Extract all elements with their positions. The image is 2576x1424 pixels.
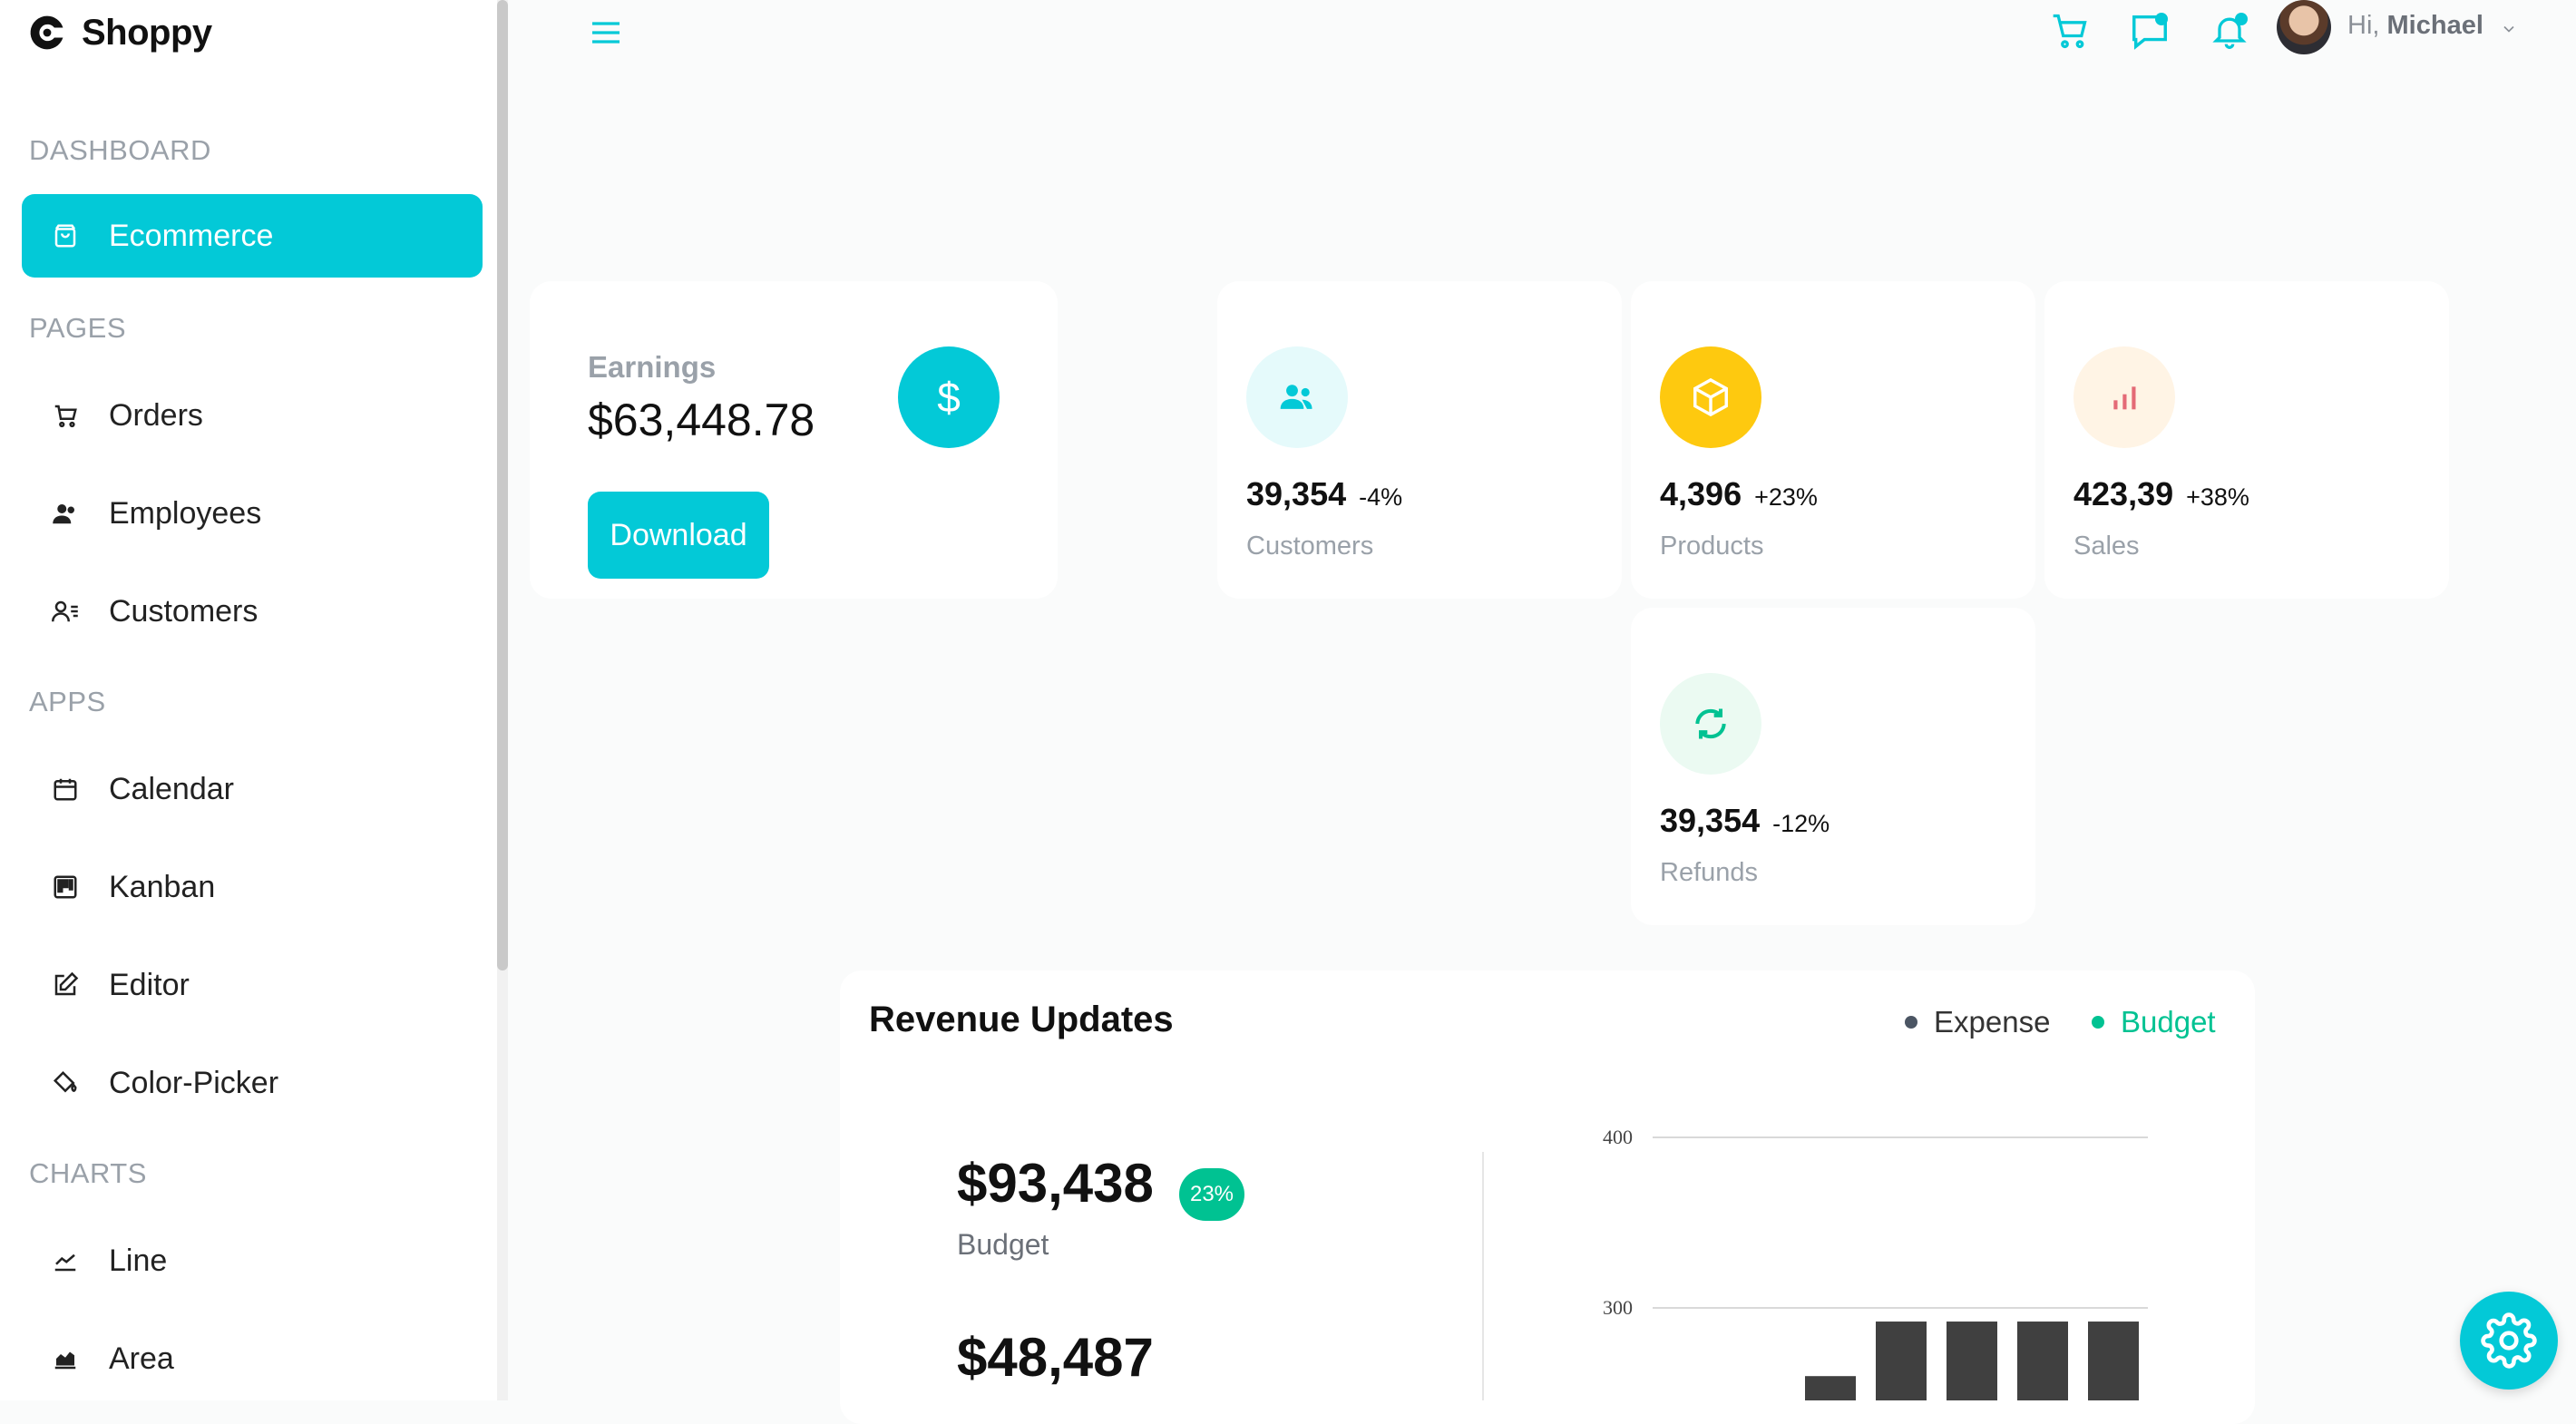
stat-amount-value: 423,39	[2073, 475, 2174, 512]
stat-label: Refunds	[1660, 858, 1759, 887]
shopping-bag-icon	[22, 222, 109, 249]
sidebar-item-label: Employees	[109, 495, 262, 531]
sidebar-scrollbar-thumb[interactable]	[497, 0, 508, 970]
stat-amount: 39,354 -4%	[1246, 475, 1402, 513]
sidebar-item-label: Ecommerce	[109, 218, 274, 253]
box-icon[interactable]	[1660, 346, 1761, 448]
divider	[1482, 1152, 1484, 1400]
expense-value: $48,487	[957, 1327, 1154, 1388]
chart-bar[interactable]	[2017, 1322, 2068, 1400]
sidebar-item-label: Calendar	[109, 771, 234, 806]
budget-label: Budget	[957, 1228, 1049, 1261]
chart-bar[interactable]	[2088, 1322, 2139, 1400]
sidebar-item-editor[interactable]: Editor	[22, 943, 483, 1027]
cart-icon	[22, 402, 109, 429]
sidebar-item-employees[interactable]: Employees	[22, 472, 483, 555]
revenue-bar-chart: 300 400	[1603, 1126, 2148, 1400]
sidebar-item-label: Editor	[109, 967, 190, 1002]
chart-bar[interactable]	[1947, 1322, 1997, 1400]
app-logo[interactable]: Shoppy	[27, 5, 212, 60]
user-name: Michael	[2386, 11, 2483, 40]
menu-toggle-button[interactable]	[588, 15, 624, 51]
sidebar-item-customers[interactable]: Customers	[22, 570, 483, 653]
stat-amount-value: 4,396	[1660, 475, 1742, 512]
customers-icon	[22, 598, 109, 625]
revenue-title: Revenue Updates	[869, 1000, 1174, 1039]
settings-button[interactable]	[2460, 1292, 2558, 1390]
sidebar-item-label: Line	[109, 1243, 168, 1278]
sidebar-item-line[interactable]: Line	[22, 1219, 483, 1302]
stat-label: Customers	[1246, 532, 1374, 561]
earnings-title: Earnings	[588, 350, 717, 384]
user-greeting[interactable]: Hi, Michael	[2347, 11, 2483, 41]
section-charts: CHARTS	[29, 1157, 147, 1189]
paint-bucket-icon	[22, 1069, 109, 1097]
employees-icon	[22, 500, 109, 527]
sidebar-item-label: Area	[109, 1341, 174, 1376]
legend-dot	[1905, 1016, 1917, 1029]
stat-amount-value: 39,354	[1246, 475, 1347, 512]
stat-amount: 39,354 -12%	[1660, 802, 1830, 840]
greeting-text: Hi,	[2347, 11, 2380, 40]
sidebar-item-calendar[interactable]: Calendar	[22, 747, 483, 831]
chat-notification-dot	[2155, 13, 2168, 25]
sidebar-item-label: Customers	[109, 593, 259, 629]
sidebar: Shoppy DASHBOARD Ecommerce PAGES Orders …	[0, 0, 497, 1400]
chart-bar[interactable]	[1805, 1376, 1856, 1400]
stat-label: Sales	[2073, 532, 2140, 561]
avatar[interactable]	[2277, 0, 2331, 54]
stat-amount-value: 39,354	[1660, 802, 1761, 839]
notification-button[interactable]	[2208, 9, 2251, 53]
stat-percentage: +38%	[2186, 483, 2249, 511]
bell-notification-dot	[2235, 13, 2248, 25]
sidebar-item-kanban[interactable]: Kanban	[22, 845, 483, 929]
cart-icon	[2053, 14, 2087, 49]
section-dashboard: DASHBOARD	[29, 134, 211, 166]
app-name: Shoppy	[82, 12, 212, 53]
chat-button[interactable]	[2128, 9, 2171, 53]
bell-icon	[2212, 17, 2247, 49]
hamburger-icon	[592, 22, 620, 44]
legend-budget: Budget	[2092, 1005, 2216, 1039]
y-tick-label: 400	[1603, 1126, 1633, 1148]
edit-icon	[22, 971, 109, 999]
customers-icon[interactable]	[1246, 346, 1348, 448]
kanban-icon	[22, 873, 109, 901]
sidebar-item-orders[interactable]: Orders	[22, 374, 483, 457]
earnings-value: $63,448.78	[588, 395, 815, 445]
sidebar-item-area[interactable]: Area	[22, 1317, 483, 1400]
stat-percentage: -4%	[1359, 483, 1403, 511]
sidebar-item-label: Kanban	[109, 869, 216, 904]
gear-icon	[2481, 1312, 2537, 1369]
dollar-icon[interactable]: $	[898, 346, 1000, 448]
sidebar-item-label: Orders	[109, 397, 203, 433]
bar-chart-icon[interactable]	[2073, 346, 2175, 448]
area-chart-icon	[22, 1345, 109, 1372]
refresh-icon[interactable]	[1660, 673, 1761, 775]
cart-button[interactable]	[2048, 9, 2092, 53]
sidebar-item-label: Color-Picker	[109, 1065, 279, 1100]
stat-label: Products	[1660, 532, 1764, 561]
legend-dot	[2092, 1016, 2104, 1029]
stat-percentage: +23%	[1754, 483, 1818, 511]
y-tick-label: 300	[1603, 1296, 1633, 1319]
chart-bar[interactable]	[1876, 1322, 1927, 1400]
stat-percentage: -12%	[1772, 810, 1830, 837]
legend-expense: Expense	[1905, 1005, 2050, 1039]
logo-icon	[30, 15, 63, 50]
stat-amount: 423,39 +38%	[2073, 475, 2249, 513]
legend-label: Expense	[1934, 1005, 2051, 1039]
budget-badge: 23%	[1179, 1168, 1244, 1221]
section-apps: APPS	[29, 686, 106, 717]
chevron-down-icon[interactable]	[2500, 20, 2518, 38]
budget-value: $93,438	[957, 1153, 1154, 1214]
calendar-icon	[22, 775, 109, 803]
section-pages: PAGES	[29, 312, 127, 344]
download-button[interactable]: Download	[588, 492, 769, 579]
stat-amount: 4,396 +23%	[1660, 475, 1818, 513]
legend-label: Budget	[2121, 1005, 2216, 1039]
line-chart-icon	[22, 1247, 109, 1274]
sidebar-item-color-picker[interactable]: Color-Picker	[22, 1041, 483, 1125]
sidebar-item-ecommerce[interactable]: Ecommerce	[22, 194, 483, 278]
